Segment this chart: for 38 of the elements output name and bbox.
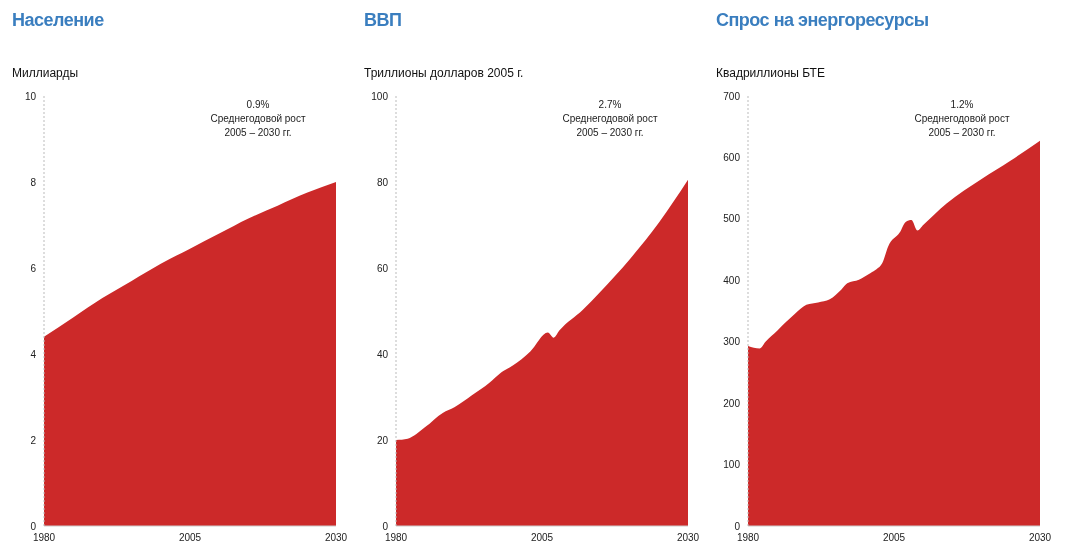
y-tick-label: 0 [30, 520, 37, 532]
x-tick-label: 2030 [676, 532, 700, 544]
chart-title: Спрос на энергоресурсы [716, 10, 929, 31]
y-tick-label: 8 [30, 176, 37, 188]
y-tick-label: 6 [30, 262, 37, 274]
x-tick-label: 2005 [882, 532, 906, 544]
x-tick-label: 2030 [324, 532, 348, 544]
x-tick-label: 1980 [384, 532, 408, 544]
y-tick-label: 10 [24, 90, 37, 102]
y-tick-label: 600 [723, 151, 741, 163]
y-tick-label: 20 [376, 434, 389, 446]
annotation: 1.2% Среднегодовой рост 2005 – 2030 гг. [913, 98, 1011, 140]
y-tick-label: 500 [723, 213, 741, 225]
y-tick-label: 300 [723, 336, 741, 348]
y-tick-label: 700 [723, 90, 741, 102]
y-tick-label: 100 [723, 459, 741, 471]
y-axis-title: Триллионы долларов 2005 г. [364, 66, 524, 80]
chart-title: Население [12, 10, 104, 31]
y-tick-label: 400 [723, 274, 741, 286]
y-tick-label: 40 [376, 348, 389, 360]
annotation: 2.7% Среднегодовой рост 2005 – 2030 гг. [561, 98, 659, 140]
y-axis-title: Миллиарды [12, 66, 79, 80]
y-tick-label: 0 [734, 520, 741, 532]
y-tick-label: 60 [376, 262, 389, 274]
chart-title: ВВП [364, 10, 402, 31]
y-tick-label: 0 [382, 520, 389, 532]
y-tick-label: 100 [371, 90, 389, 102]
annotation: 0.9% Среднегодовой рост 2005 – 2030 гг. [209, 98, 307, 140]
x-tick-label: 1980 [736, 532, 760, 544]
x-tick-label: 2005 [178, 532, 202, 544]
y-tick-label: 4 [30, 348, 37, 360]
y-tick-label: 80 [376, 176, 389, 188]
x-tick-label: 1980 [32, 532, 56, 544]
x-tick-label: 2030 [1028, 532, 1052, 544]
y-axis-title: Квадриллионы БТЕ [716, 66, 825, 80]
y-tick-label: 200 [723, 397, 741, 409]
x-tick-label: 2005 [530, 532, 554, 544]
y-tick-label: 2 [30, 434, 37, 446]
